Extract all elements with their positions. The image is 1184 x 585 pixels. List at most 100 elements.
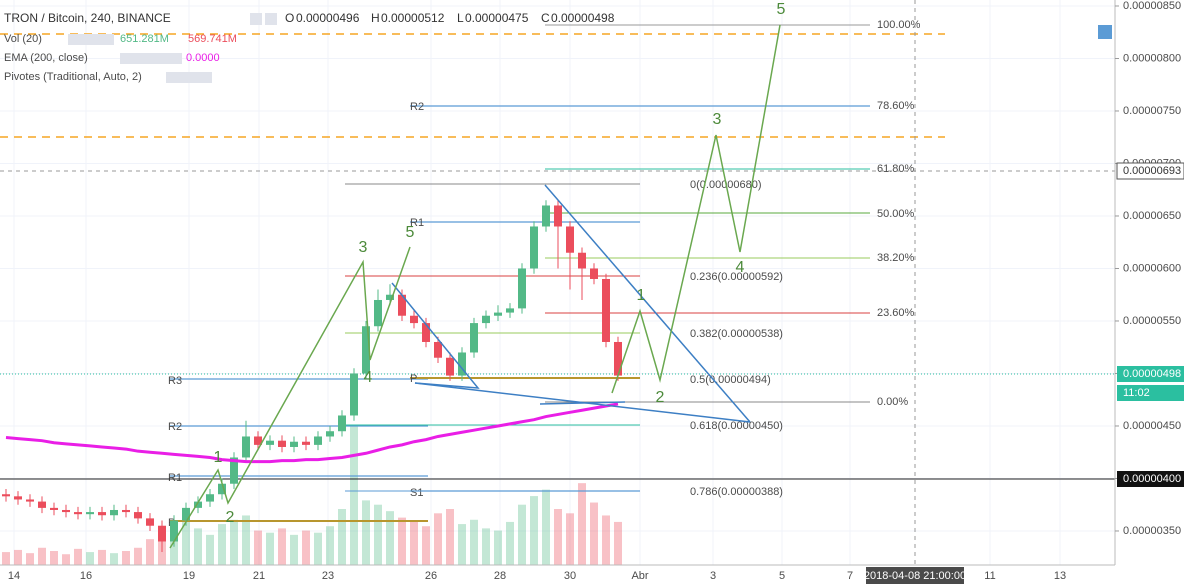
x-tick-label: 26	[425, 570, 437, 582]
volume-bar	[554, 509, 562, 565]
pivot-label: P	[410, 373, 417, 385]
candle-body	[218, 483, 226, 495]
value: 569.741M	[188, 33, 237, 45]
volume-bar	[350, 425, 358, 565]
icons[interactable]	[166, 72, 212, 83]
candle-body	[110, 509, 118, 516]
axes: 0.000003500.000004000.000004500.00000500…	[8, 0, 1184, 584]
volume-bar	[482, 528, 490, 565]
volume-bar	[74, 548, 82, 565]
fib-levels: 100.00% 78.60% 61.80% 50.00% 38.20% 23.6…	[345, 19, 921, 498]
indicator: Pivotes (Traditional, Auto, 2)	[4, 71, 142, 83]
candle-body	[98, 512, 106, 516]
wave-label: 5	[406, 224, 415, 241]
volume-bar	[446, 509, 454, 565]
candle-body	[50, 507, 58, 510]
candle-body	[314, 436, 322, 445]
volume-bar	[146, 539, 154, 565]
candle-body	[206, 494, 214, 502]
date-tag	[866, 567, 964, 584]
volume-bar	[170, 532, 178, 565]
candle-body	[26, 499, 34, 502]
fib-label: 0.5(0.00000494)	[690, 374, 771, 386]
x-tick-label: 13	[1054, 570, 1066, 582]
candle-body	[134, 512, 142, 519]
icons[interactable]	[120, 53, 182, 64]
y-tick-label: 0.00000350	[1123, 525, 1181, 537]
volume-bar	[338, 509, 346, 565]
y-tick-label: 0.00000750	[1123, 105, 1181, 117]
volume-bar	[182, 521, 190, 565]
volume-bar	[590, 502, 598, 565]
volume-bar	[302, 530, 310, 565]
y-tick-label: 0.00000550	[1123, 315, 1181, 327]
volume-bar	[518, 504, 526, 565]
label: L	[457, 11, 464, 25]
volume-bar	[278, 528, 286, 565]
volume-bar	[362, 500, 370, 565]
volume-bar	[230, 519, 238, 565]
icon[interactable]	[250, 13, 262, 25]
candle-body	[338, 415, 346, 432]
wave-label: 1	[214, 449, 223, 466]
fib-label: 100.00%	[877, 19, 921, 31]
candle-body	[530, 226, 538, 269]
price-tag-text: 0.00000693	[1123, 165, 1181, 177]
candle-body	[554, 205, 562, 227]
wave-label: 5	[777, 1, 786, 18]
value: 0.0000	[186, 52, 220, 64]
fib-label: 0.618(0.00000450)	[690, 420, 783, 432]
volume-bar	[266, 532, 274, 565]
date-tag-text: 2018-04-08 21:00:00	[864, 570, 966, 582]
wave-label: 3	[359, 239, 368, 256]
candle-body	[146, 518, 154, 526]
candle-body	[590, 268, 598, 279]
price-tag-text: 11:02	[1123, 387, 1150, 399]
candle-body	[446, 357, 454, 376]
symbol: TRON / Bitcoin, 240, BINANCE	[4, 11, 171, 25]
price-tag	[1117, 366, 1184, 382]
time-axis	[0, 565, 1115, 585]
candle-body	[14, 496, 22, 500]
volume-bar	[290, 534, 298, 565]
volume-bar	[542, 489, 550, 565]
label: C	[541, 11, 550, 25]
volume-bar	[578, 483, 586, 565]
candle-body	[302, 441, 310, 445]
candle-body	[230, 457, 238, 484]
scroll-button[interactable]	[1098, 25, 1112, 39]
x-tick-label: 14	[8, 570, 20, 582]
value: 0.00000496	[296, 11, 360, 25]
fib-label: 61.80%	[877, 163, 915, 175]
price-tag-text: 0.00000498	[1123, 368, 1181, 380]
candle-body	[578, 252, 586, 269]
candle-body	[494, 312, 502, 316]
volume-bar	[374, 504, 382, 565]
candle-body	[278, 440, 286, 447]
candle-body	[458, 352, 466, 376]
candle-body	[122, 509, 130, 513]
label: H	[371, 11, 380, 25]
ema-line	[5, 402, 619, 464]
y-tick-label: 0.00000650	[1123, 210, 1181, 222]
candle-body	[290, 441, 298, 447]
volume-bar	[122, 551, 130, 565]
icon[interactable]	[265, 13, 277, 25]
wave-label: 2	[656, 389, 665, 406]
candle-body	[434, 341, 442, 358]
candle-body	[86, 512, 94, 515]
y-tick-label: 0.00000850	[1123, 0, 1181, 12]
candle-body	[398, 294, 406, 316]
x-tick-label: 11	[984, 570, 995, 582]
volume-bar	[434, 513, 442, 565]
candle-body	[362, 326, 370, 374]
guide-lines	[0, 0, 1115, 565]
x-tick-label: 30	[564, 570, 576, 582]
fib-label: 78.60%	[877, 100, 915, 112]
y-tick-label: 0.00000800	[1123, 52, 1181, 64]
wave-label: 4	[736, 259, 745, 276]
icons[interactable]	[68, 34, 114, 45]
candle-body	[422, 323, 430, 342]
x-tick-label: 16	[80, 570, 92, 582]
